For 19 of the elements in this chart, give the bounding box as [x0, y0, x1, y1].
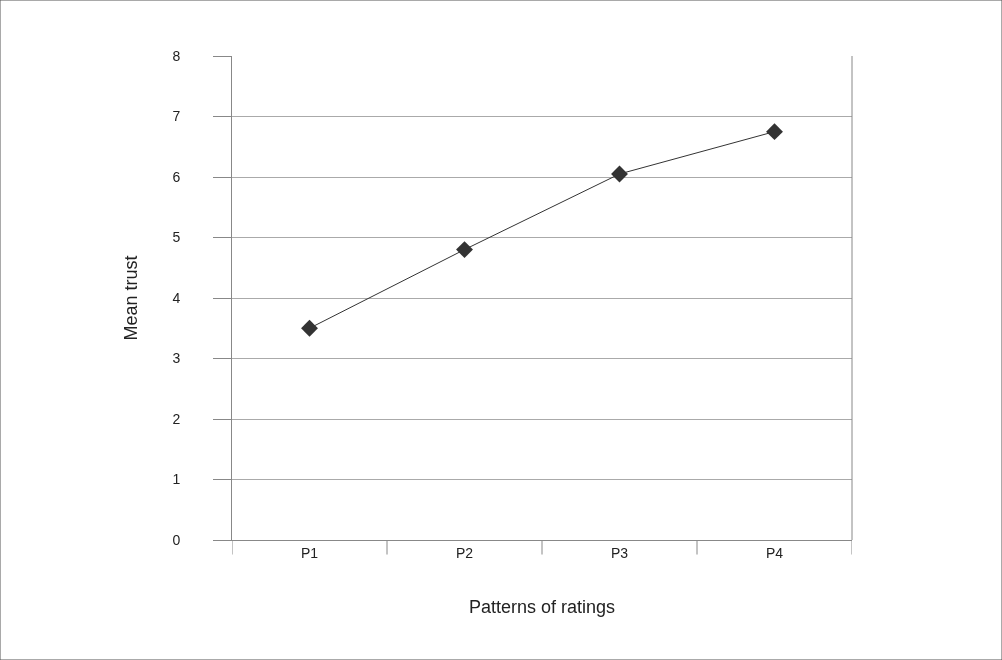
x-tick-label: P1: [300, 544, 319, 561]
point: [456, 241, 473, 259]
point: [301, 319, 318, 337]
y-tick-label: 6: [172, 168, 181, 185]
y-tick-label: 4: [172, 289, 181, 306]
x-tick-label: P2: [455, 544, 474, 561]
y-tick-label: 8: [172, 47, 181, 64]
y-tick-label: 0: [172, 531, 181, 548]
y-tick-label: 7: [172, 108, 181, 125]
y-tick-label: 2: [172, 410, 181, 427]
y-tick-label: 1: [172, 471, 181, 488]
x-tick-label: P3: [610, 544, 629, 561]
y-tick-label: 5: [172, 229, 181, 246]
y-tick-label: 3: [172, 350, 181, 367]
x-tick-label: P4: [765, 544, 784, 561]
y-axis-title: Mean trust: [120, 255, 141, 341]
point: [766, 123, 783, 141]
point: [611, 165, 628, 183]
x-axis-title: Patterns of ratings: [468, 596, 616, 617]
